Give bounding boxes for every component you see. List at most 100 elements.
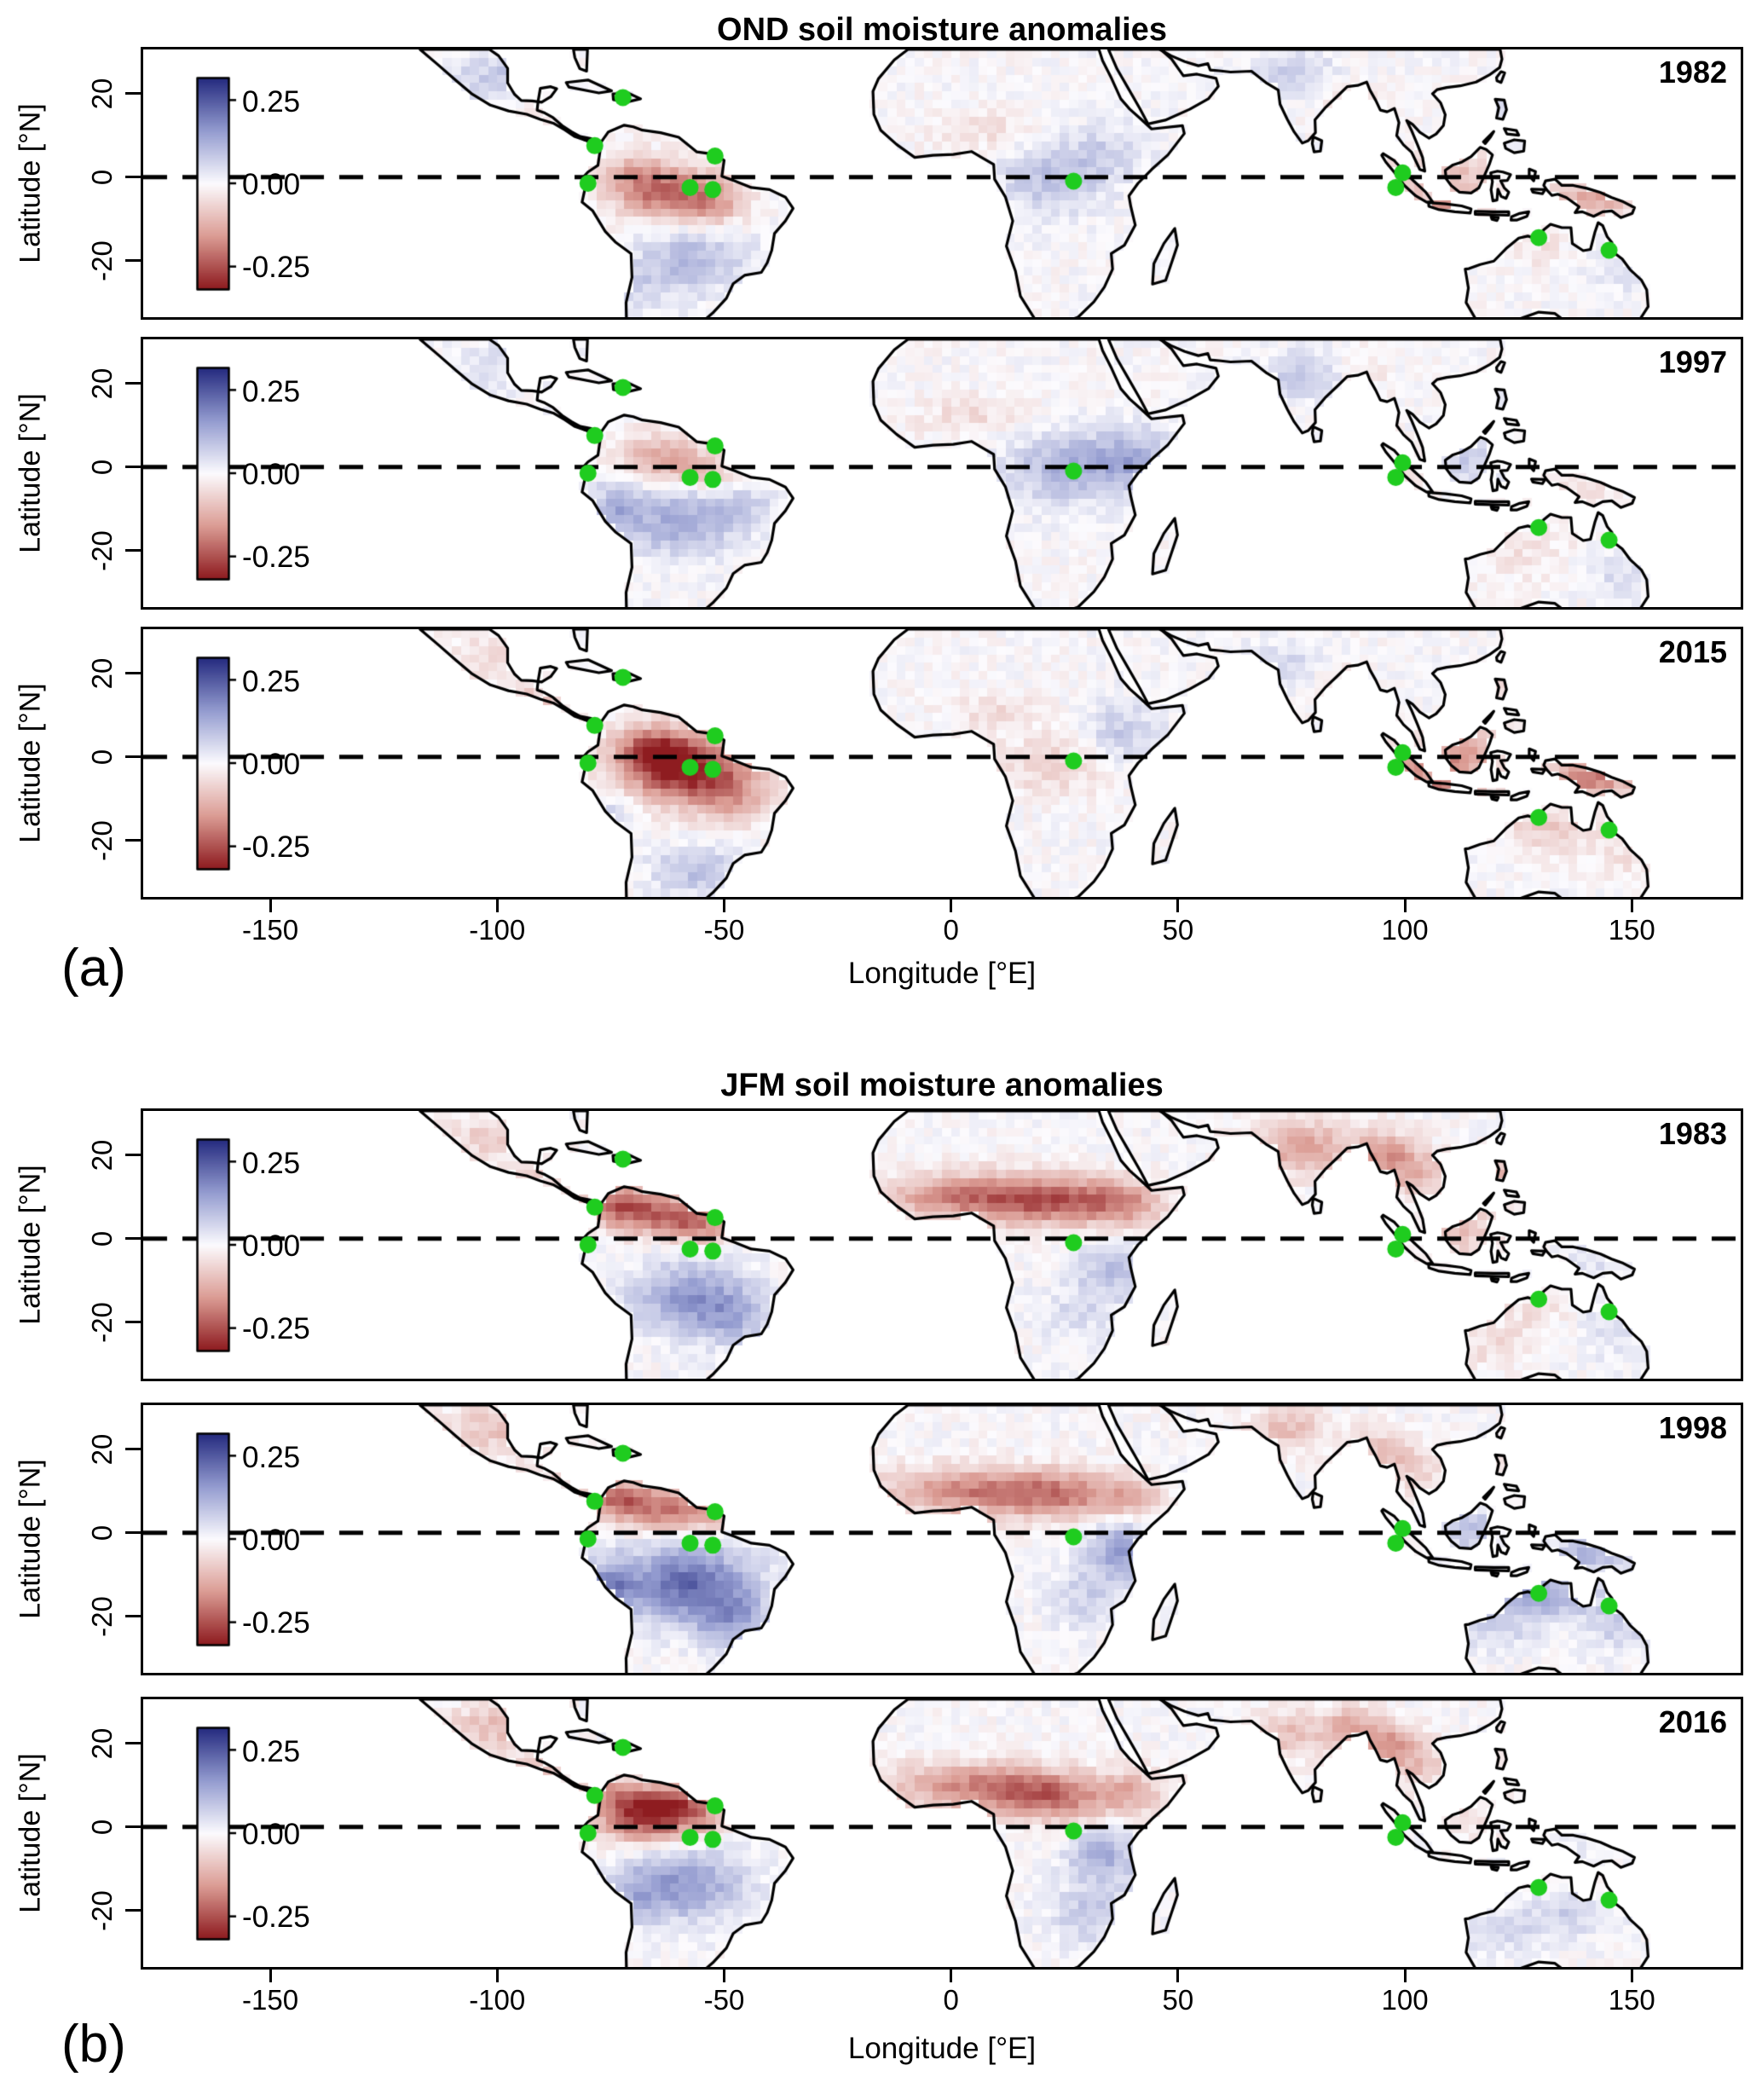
x-axis-tick-mark	[269, 900, 272, 912]
y-axis-tick-mark	[125, 549, 141, 552]
map-subplot-b1: Latitude [°N] 20 0 -20 0.25 0.00 -0.25 1…	[0, 1403, 1762, 1675]
anomaly-map-canvas	[143, 1405, 1741, 1673]
y-tick-label: 20	[86, 657, 118, 689]
y-tick-label: 0	[86, 749, 118, 765]
y-tick-label: -20	[86, 1301, 118, 1343]
x-tick-label: 0	[943, 914, 959, 946]
x-axis-tick-mark	[269, 1970, 272, 1982]
anomaly-map-canvas	[143, 1111, 1741, 1379]
y-tick-label: 0	[86, 1230, 118, 1247]
x-tick-label: -150	[242, 1984, 299, 2016]
x-axis-tick-mark	[1630, 900, 1633, 912]
x-axis-ticks-a: -150 -100 -50 0 50 100 150	[0, 914, 1762, 950]
map-subplot-a0: Latitude [°N] 20 0 -20 0.25 0.00 -0.25 1…	[0, 47, 1762, 320]
x-tick-label: 50	[1162, 1984, 1194, 2016]
y-tick-label: 0	[86, 1524, 118, 1541]
x-axis-tick-mark	[1630, 1970, 1633, 1982]
y-axis-tick-mark	[125, 1825, 141, 1829]
map-subplot-a2: Latitude [°N] 20 0 -20 0.25 0.00 -0.25 2…	[0, 627, 1762, 900]
x-axis-tick-mark	[1403, 900, 1407, 912]
x-axis-tick-mark	[950, 900, 953, 912]
x-axis-label: Longitude [°E]	[847, 957, 1037, 990]
x-tick-label: -50	[703, 914, 745, 946]
y-axis-tick-mark	[125, 672, 141, 675]
x-tick-label: 0	[943, 1984, 959, 2016]
map-subplot-b0: Latitude [°N] 20 0 -20 0.25 0.00 -0.25 1…	[0, 1108, 1762, 1381]
x-axis-tick-mark	[1176, 900, 1180, 912]
y-tick-label: 20	[86, 1727, 118, 1759]
y-axis-tick-mark	[125, 839, 141, 842]
colorbar-tick-label: 0.00	[242, 168, 301, 201]
colorbar-tick-label: -0.25	[242, 1312, 310, 1345]
y-axis-label: Latitude [°N]	[14, 393, 47, 553]
colorbar-tick-label: 0.25	[242, 1147, 301, 1180]
colorbar-tick-label: -0.25	[242, 830, 310, 864]
panel-a-letter: (a)	[61, 939, 126, 998]
y-tick-label: -20	[86, 819, 118, 861]
y-tick-label: 20	[86, 1139, 118, 1171]
y-axis-tick-mark	[125, 92, 141, 95]
anomaly-map-canvas	[143, 339, 1741, 607]
y-axis-tick-mark	[125, 755, 141, 759]
map-plot-area: 0.25 0.00 -0.25 1982	[141, 47, 1743, 320]
colorbar-tick-label: 0.00	[242, 1524, 301, 1557]
colorbar-tick-label: 0.25	[242, 1735, 301, 1768]
colorbar-tick-label: -0.25	[242, 1606, 310, 1640]
y-tick-label: 20	[86, 1433, 118, 1465]
year-label: 1983	[1658, 1116, 1727, 1151]
y-axis-tick-mark	[125, 1615, 141, 1618]
map-subplot-a1: Latitude [°N] 20 0 -20 0.25 0.00 -0.25 1…	[0, 337, 1762, 610]
y-axis-tick-mark	[125, 1154, 141, 1157]
y-tick-label: -20	[86, 529, 118, 571]
y-axis-tick-mark	[125, 382, 141, 385]
panel-b-title: JFM soil moisture anomalies	[720, 1067, 1164, 1103]
anomaly-map-canvas	[143, 49, 1741, 317]
anomaly-map-canvas	[143, 629, 1741, 897]
x-tick-label: 50	[1162, 914, 1194, 946]
y-tick-label: -20	[86, 240, 118, 281]
y-axis-tick-mark	[125, 1909, 141, 1912]
x-tick-label: -50	[703, 1984, 745, 2016]
y-axis-tick-mark	[125, 176, 141, 179]
x-axis-label: Longitude [°E]	[847, 2032, 1037, 2065]
colorbar-tick-label: 0.25	[242, 85, 301, 119]
map-plot-area: 0.25 0.00 -0.25 2016	[141, 1697, 1743, 1970]
colorbar-tick-label: 0.00	[242, 1818, 301, 1851]
y-axis-tick-mark	[125, 466, 141, 469]
x-axis-tick-mark	[950, 1970, 953, 1982]
y-tick-label: 20	[86, 78, 118, 109]
anomaly-map-canvas	[143, 1699, 1741, 1967]
colorbar-tick-label: -0.25	[242, 541, 310, 574]
colorbar-tick-label: 0.25	[242, 665, 301, 698]
panel-a-title: OND soil moisture anomalies	[717, 12, 1167, 48]
map-subplot-b2: Latitude [°N] 20 0 -20 0.25 0.00 -0.25 2…	[0, 1697, 1762, 1970]
x-axis-tick-mark	[722, 900, 725, 912]
y-axis-tick-mark	[125, 1448, 141, 1451]
y-axis-tick-mark	[125, 1321, 141, 1324]
y-tick-label: 0	[86, 169, 118, 185]
year-label: 1998	[1658, 1410, 1727, 1445]
y-tick-label: 0	[86, 1819, 118, 1835]
colorbar-tick-label: 0.25	[242, 375, 301, 408]
x-axis-tick-mark	[722, 1970, 725, 1982]
year-label: 1982	[1658, 55, 1727, 90]
y-axis-tick-mark	[125, 1237, 141, 1241]
y-axis-label: Latitude [°N]	[14, 1165, 47, 1325]
x-tick-label: 150	[1608, 914, 1655, 946]
year-label: 1997	[1658, 344, 1727, 379]
year-label: 2016	[1658, 1704, 1727, 1739]
y-tick-label: 20	[86, 367, 118, 399]
y-tick-label: -20	[86, 1889, 118, 1931]
panel-b-letter: (b)	[61, 2015, 126, 2074]
colorbar-tick-label: 0.00	[242, 1229, 301, 1263]
y-axis-label: Latitude [°N]	[14, 1459, 47, 1619]
y-tick-label: -20	[86, 1595, 118, 1637]
x-axis-tick-mark	[495, 900, 499, 912]
x-axis-tick-mark	[495, 1970, 499, 1982]
colorbar-tick-label: -0.25	[242, 251, 310, 284]
colorbar-tick-label: -0.25	[242, 1900, 310, 1934]
y-axis-label: Latitude [°N]	[14, 1753, 47, 1913]
map-plot-area: 0.25 0.00 -0.25 1983	[141, 1108, 1743, 1381]
map-plot-area: 0.25 0.00 -0.25 2015	[141, 627, 1743, 900]
x-axis-tick-mark	[1403, 1970, 1407, 1982]
